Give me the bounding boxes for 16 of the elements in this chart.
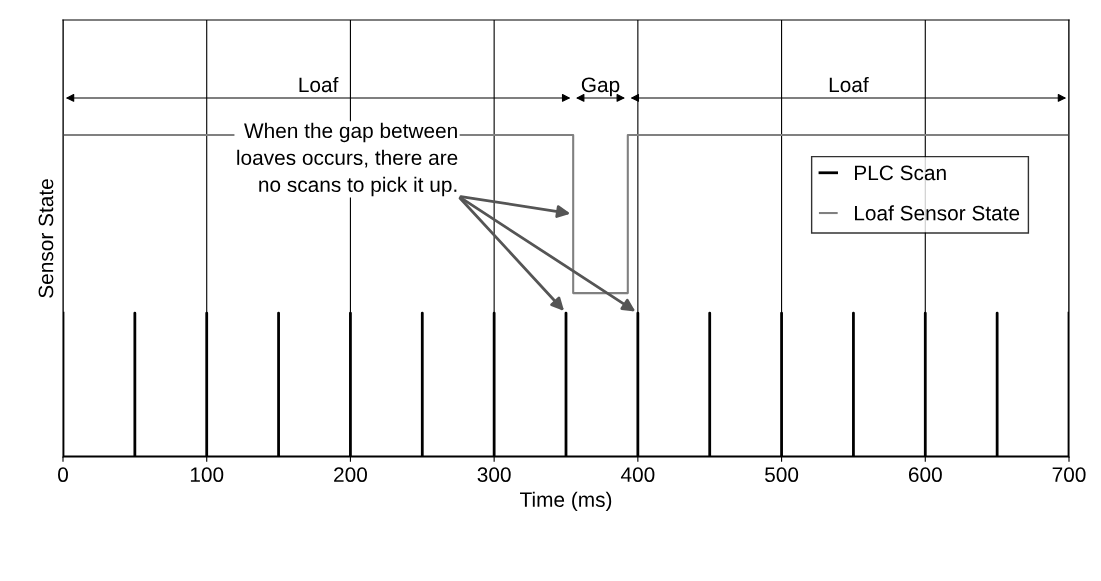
x-tick-label: 0 bbox=[58, 467, 68, 483]
y-axis-title: Sensor State bbox=[38, 179, 54, 298]
text: Gap bbox=[581, 77, 620, 97]
x-tick-label: 200 bbox=[334, 467, 367, 483]
x-tick-label: 600 bbox=[908, 467, 942, 483]
x-tick-label: 300 bbox=[477, 467, 511, 483]
x-tick-label: 700 bbox=[1052, 467, 1086, 483]
x-tick-label: 500 bbox=[765, 467, 799, 483]
text: Loaf bbox=[829, 76, 869, 93]
legend-label: Loaf Sensor State bbox=[855, 205, 1020, 221]
x-axis-title: Time (ms) bbox=[520, 491, 612, 512]
text: Loaf bbox=[299, 76, 339, 93]
x-tick-label: 100 bbox=[190, 467, 224, 483]
x-tick-label: 400 bbox=[620, 467, 655, 483]
annotation: When the gap between loaves occurs, there are no scans to pick it up. bbox=[237, 122, 458, 197]
legend-label: PLC Scan bbox=[855, 165, 946, 181]
